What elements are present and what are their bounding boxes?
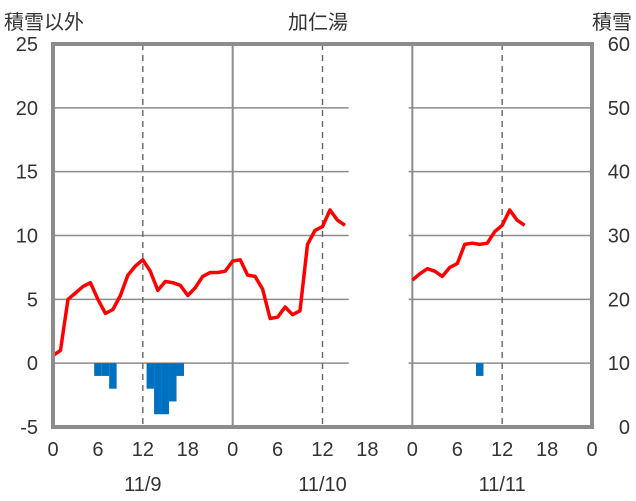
right-axis-label: 積雪	[592, 12, 632, 34]
precipitation-bar	[94, 363, 102, 376]
y-left-tick-label: 0	[27, 353, 38, 375]
y-right-tick-label: 0	[619, 417, 630, 439]
x-tick-label: 6	[272, 439, 283, 461]
y-right-tick-label: 20	[608, 289, 630, 311]
x-tick-label: 12	[491, 439, 513, 461]
missing-data-gap	[348, 44, 409, 427]
chart-title: 加仁湯	[288, 12, 348, 34]
y-right-tick-label: 60	[608, 34, 630, 56]
precipitation-bar	[169, 363, 177, 402]
x-tick-label: 12	[311, 439, 333, 461]
x-day-label: 11/11	[479, 474, 526, 496]
y-left-tick-label: 10	[16, 226, 38, 248]
left-axis-label: 積雪以外	[4, 12, 84, 34]
y-left-tick-label: 25	[16, 34, 38, 56]
x-tick-label: 18	[356, 439, 378, 461]
y-right-tick-label: 50	[608, 98, 630, 120]
precipitation-bar	[154, 363, 162, 415]
precipitation-bar	[146, 363, 155, 389]
x-tick-label: 0	[586, 439, 597, 461]
x-day-label: 11/9	[124, 474, 161, 496]
x-tick-label: 0	[47, 439, 58, 461]
x-tick-label: 6	[92, 439, 103, 461]
y-left-tick-label: -5	[20, 417, 38, 439]
x-day-label: 11/10	[298, 474, 347, 496]
x-tick-label: 12	[132, 439, 154, 461]
x-tick-label: 6	[452, 439, 463, 461]
precipitation-bar	[475, 363, 484, 376]
x-tick-label: 18	[536, 439, 558, 461]
y-left-tick-label: 15	[16, 162, 38, 184]
precipitation-bar	[161, 363, 170, 415]
precipitation-bar	[101, 363, 110, 376]
precipitation-bar	[109, 363, 117, 389]
x-tick-label: 0	[407, 439, 418, 461]
y-right-tick-label: 40	[608, 162, 630, 184]
x-tick-label: 0	[227, 439, 238, 461]
temperature-line	[411, 208, 526, 282]
y-left-tick-label: 20	[16, 98, 38, 120]
y-right-tick-label: 30	[608, 226, 630, 248]
plot-frame	[51, 42, 594, 429]
y-right-tick-label: 10	[608, 353, 630, 375]
precipitation-bar	[176, 363, 185, 376]
temperature-line	[52, 208, 346, 357]
y-left-tick-label: 5	[27, 289, 38, 311]
x-tick-label: 18	[177, 439, 199, 461]
